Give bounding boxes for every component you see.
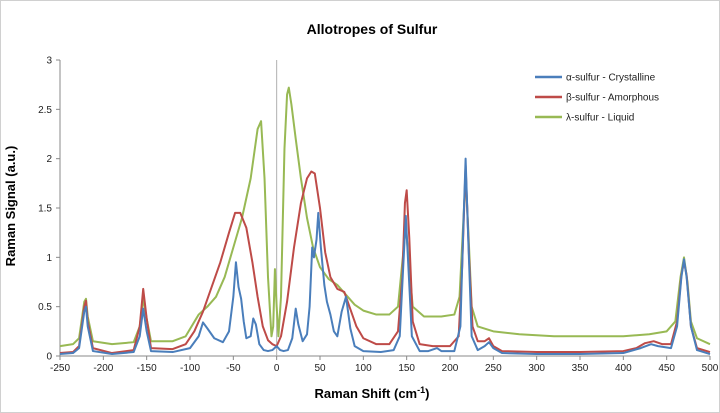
x-tick-label: 0	[274, 363, 280, 374]
y-tick-label: 1.5	[38, 204, 52, 215]
x-tick-label: 50	[314, 363, 326, 374]
x-tick-label: -150	[137, 363, 157, 374]
y-tick-label: 1	[46, 253, 52, 264]
x-tick-label: -200	[93, 363, 113, 374]
legend: α-sulfur - Crystalline β-sulfur - Amorpho…	[535, 73, 659, 124]
x-axis-label-superscript: -1	[417, 385, 425, 395]
series-line-1	[59, 157, 711, 356]
x-tick-label: 500	[702, 363, 719, 374]
x-axis-label: Raman Shift (cm-1)	[315, 385, 430, 401]
legend-label-1: α-sulfur - Crystalline	[566, 73, 656, 84]
y-tick-label: 2	[46, 154, 52, 165]
y-tick-label: 3	[46, 56, 52, 67]
x-tick-label: 250	[485, 363, 502, 374]
y-tick-label: 0.5	[38, 302, 52, 313]
series-line-2	[59, 164, 711, 355]
x-axis-label-end: )	[425, 386, 429, 401]
y-axis-label: Raman Signal (a.u.)	[3, 146, 18, 267]
y-tick-label: 2.5	[38, 105, 52, 116]
x-tick-label: 400	[615, 363, 632, 374]
x-tick-label: -250	[50, 363, 70, 374]
x-tick-label: -50	[226, 363, 241, 374]
x-tick-label: -100	[180, 363, 200, 374]
y-tick-label: 0	[46, 352, 52, 363]
legend-label-2: β-sulfur - Amorphous	[566, 93, 659, 104]
legend-label-3: λ-sulfur - Liquid	[566, 113, 634, 124]
x-tick-label: 450	[658, 363, 675, 374]
x-axis-label-main: Raman Shift (cm	[315, 386, 418, 401]
x-tick-label: 150	[398, 363, 415, 374]
x-tick-label: 300	[528, 363, 545, 374]
x-tick-label: 200	[442, 363, 459, 374]
chart-title: Allotropes of Sulfur	[307, 21, 438, 37]
x-tick-label: 100	[355, 363, 372, 374]
series-line-3	[59, 86, 711, 348]
x-tick-label: 350	[572, 363, 589, 374]
plot-area: 0 0.5 1 1.5 2 2.5 3 -250 -200 -150 -100 -50 0 50 100 15…	[38, 56, 719, 375]
